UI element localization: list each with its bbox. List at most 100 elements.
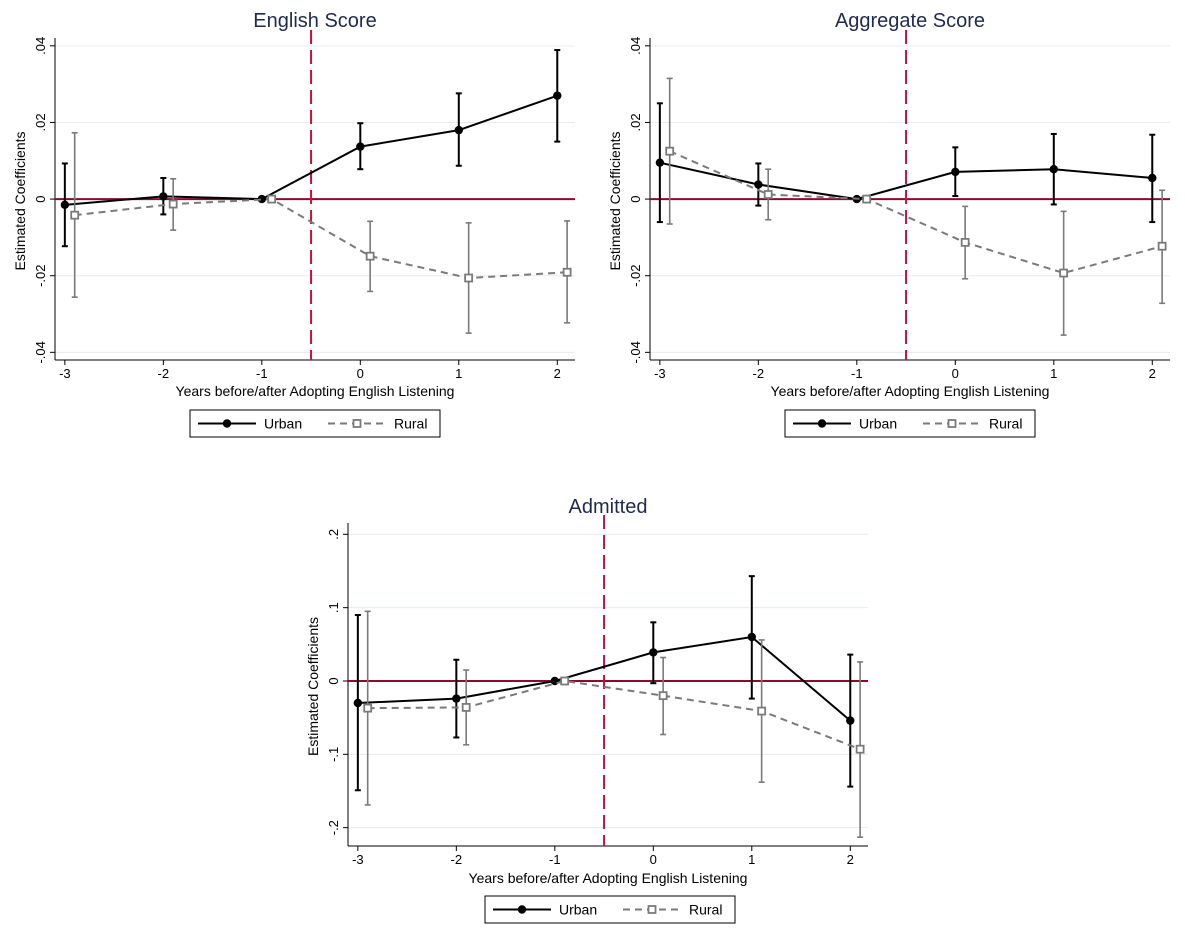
x-tick-label: 1: [1050, 366, 1057, 381]
series-urban: [353, 575, 855, 792]
series-rural: [363, 610, 865, 839]
y-tick-label: 0: [326, 677, 341, 684]
data-point-marker: [452, 694, 461, 703]
x-tick-label: -3: [352, 852, 364, 867]
data-point-marker: [353, 698, 363, 708]
legend-label: Urban: [859, 416, 897, 432]
x-axis-label: Years before/after Adopting English List…: [176, 383, 455, 399]
x-tick-label: 2: [847, 852, 854, 867]
series-line: [669, 150, 1163, 275]
data-point-marker: [257, 194, 267, 204]
data-point-marker: [70, 210, 80, 220]
x-tick-label: -2: [753, 366, 765, 381]
x-axis-label: Years before/after Adopting English List…: [771, 383, 1050, 399]
x-tick-label: -3: [654, 366, 666, 381]
x-tick-label: -1: [256, 366, 268, 381]
legend-swatch-marker: [352, 419, 362, 428]
series-rural: [665, 77, 1167, 336]
series-line: [74, 198, 568, 280]
data-point-marker: [754, 180, 763, 189]
x-tick-label: -1: [549, 852, 561, 867]
chart-title: Aggregate Score: [835, 10, 985, 32]
data-point-marker: [1049, 165, 1058, 174]
series-line: [367, 679, 861, 751]
data-point-marker: [763, 190, 773, 199]
x-tick-label: 2: [1149, 366, 1156, 381]
data-point-marker: [1148, 173, 1157, 183]
x-tick-label: -2: [451, 852, 463, 867]
data-point-marker: [159, 192, 168, 201]
legend: Urban Rural: [784, 409, 1036, 438]
legend-swatch-marker: [647, 905, 657, 914]
y-tick-label: 0: [628, 195, 643, 202]
legend: Urban Rural: [189, 409, 441, 438]
x-tick-label: 2: [554, 366, 561, 381]
data-point-marker: [267, 194, 277, 204]
y-tick-label: -.2: [326, 820, 341, 835]
x-tick-label: 1: [748, 852, 755, 867]
legend-label: Urban: [559, 902, 597, 918]
chart-panel-3: Admitted -.2 -.1 0 .1 .2 -3 -2 -1 0 1 2 Years before…: [305, 496, 868, 924]
y-tick-label: -.1: [326, 747, 341, 762]
y-tick-label: -.04: [628, 341, 643, 363]
y-tick-label: 0: [33, 195, 48, 202]
legend-swatch-marker: [947, 419, 957, 428]
y-tick-label: -.02: [33, 265, 48, 287]
legend-swatch-marker: [817, 419, 827, 428]
x-tick-label: 0: [650, 852, 657, 867]
data-point-marker: [855, 744, 865, 754]
data-point-marker: [461, 703, 471, 712]
data-point-marker: [560, 676, 570, 686]
data-point-marker: [1157, 241, 1167, 251]
x-tick-label: -1: [851, 366, 863, 381]
legend-label: Rural: [394, 416, 427, 432]
y-tick-label: .04: [628, 37, 643, 55]
legend-label: Rural: [989, 416, 1022, 432]
series-line: [659, 161, 1153, 201]
chart-title: English Score: [253, 10, 376, 32]
x-tick-label: 1: [455, 366, 462, 381]
x-tick-label: -2: [158, 366, 170, 381]
y-axis-label: Estimated Coefficients: [12, 131, 28, 270]
data-point-marker: [464, 273, 474, 283]
data-point-marker: [960, 237, 970, 247]
chart-panel-2: Aggregate Score -.04 -.02 0 .02 .04 -3 -2 -1 0 1 2 Y…: [607, 10, 1170, 438]
y-tick-label: .04: [33, 37, 48, 55]
y-axis-label: Estimated Coefficients: [305, 617, 321, 756]
data-point-marker: [665, 146, 675, 156]
legend-swatch-marker: [517, 905, 527, 914]
y-tick-label: .02: [628, 113, 643, 131]
y-axis-label: Estimated Coefficients: [607, 131, 623, 270]
data-point-marker: [655, 158, 665, 167]
series-line: [64, 94, 558, 206]
data-point-marker: [951, 167, 960, 177]
data-point-marker: [757, 706, 767, 716]
y-tick-label: .02: [33, 113, 48, 131]
data-point-marker: [454, 125, 463, 135]
y-tick-label: .1: [326, 602, 341, 613]
chart-panel-1: English Score -.04 -.02 0 .02 .04 -3 -2 -1 0 1 2 Yea…: [12, 10, 575, 438]
data-point-marker: [550, 676, 560, 686]
data-point-marker: [553, 91, 562, 100]
chart-title: Admitted: [569, 496, 648, 518]
legend-label: Urban: [264, 416, 302, 432]
x-tick-label: -3: [59, 366, 71, 381]
x-axis-label: Years before/after Adopting English List…: [469, 870, 748, 886]
data-point-marker: [562, 267, 572, 277]
series-urban: [60, 49, 562, 248]
x-tick-label: 0: [952, 366, 959, 381]
data-point-marker: [363, 703, 373, 713]
data-point-marker: [168, 199, 178, 209]
data-point-marker: [846, 716, 855, 725]
series-line: [357, 635, 851, 722]
data-point-marker: [365, 251, 375, 261]
data-point-marker: [649, 648, 658, 657]
data-point-marker: [747, 632, 756, 642]
legend: Urban Rural: [484, 895, 736, 924]
x-tick-label: 0: [357, 366, 364, 381]
data-point-marker: [1059, 268, 1069, 278]
y-tick-label: -.02: [628, 265, 643, 287]
legend-label: Rural: [689, 902, 722, 918]
data-point-marker: [862, 194, 872, 204]
